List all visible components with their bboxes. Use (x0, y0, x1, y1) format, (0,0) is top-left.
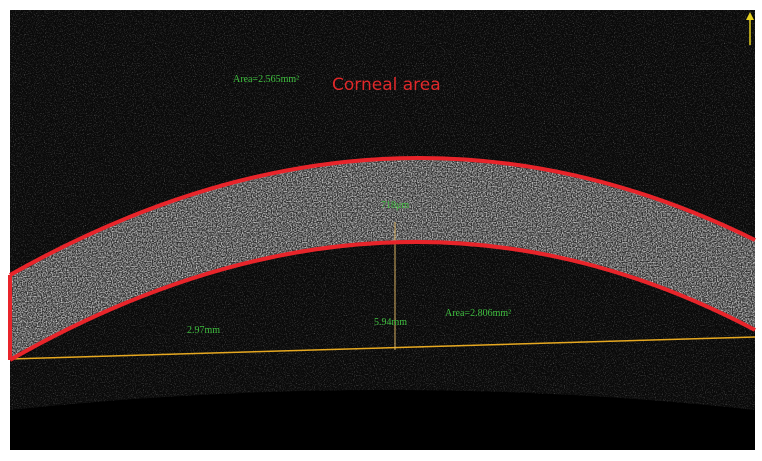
depth-label: 5.94mm (374, 317, 407, 328)
lower-area-label: Area=2.806mm² (445, 308, 511, 319)
half-width-label: 2.97mm (187, 325, 220, 336)
oct-scan: Area=2.565mm² Corneal area 718μm 5.94mm … (0, 0, 762, 461)
thickness-label: 718μm (381, 200, 409, 211)
corneal-area-label: Corneal area (332, 75, 441, 95)
upper-area-label: Area=2.565mm² (233, 74, 299, 85)
